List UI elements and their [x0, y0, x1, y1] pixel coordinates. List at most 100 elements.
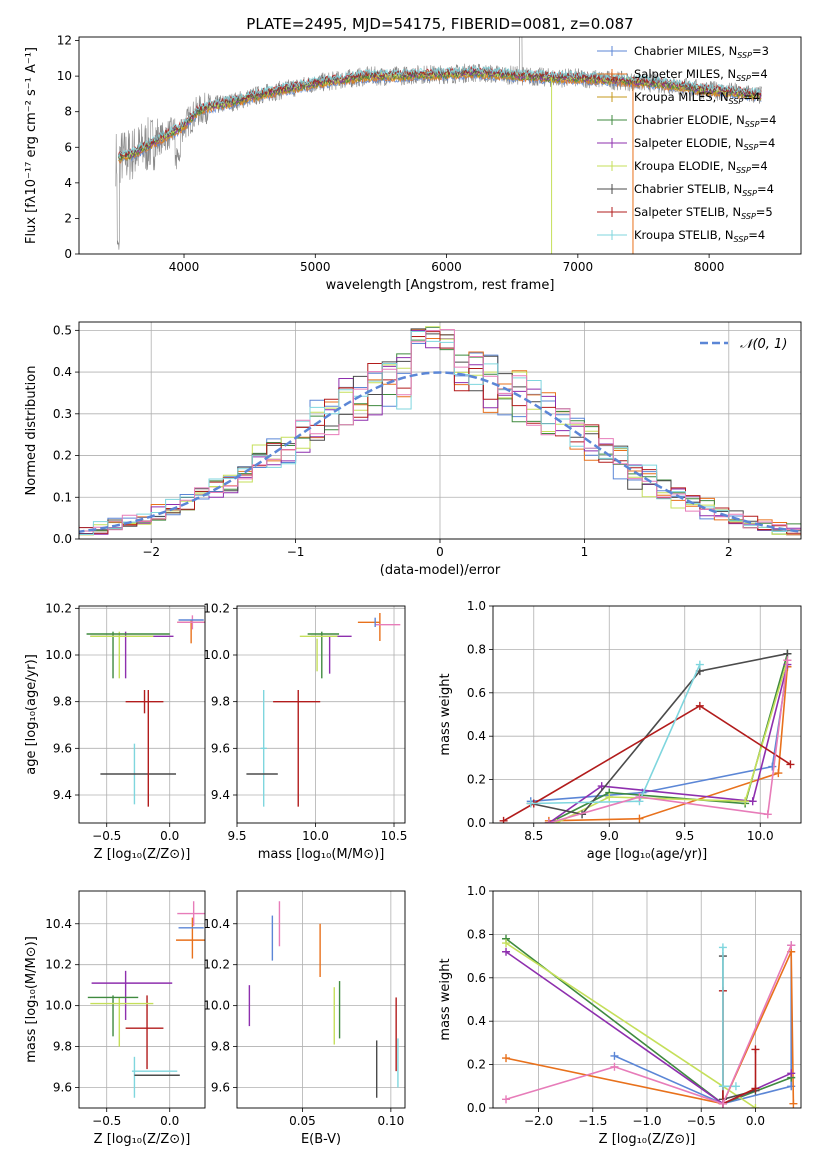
x-axis-label: E(B-V)	[301, 1132, 341, 1147]
axes-frame	[492, 605, 802, 824]
plot-area	[246, 613, 401, 807]
y-tick-label: 10.0	[45, 999, 72, 1013]
mass-weight-marker	[787, 941, 796, 950]
errorbar-point	[125, 690, 164, 714]
legend-label-text: Salpeter STELIB, N	[634, 205, 741, 219]
legend-label-value: =4	[751, 159, 768, 173]
mass-weight-marker	[544, 819, 553, 823]
plot-area	[86, 615, 205, 807]
legend-label-value: =5	[756, 205, 773, 219]
mass-weight-series-line	[548, 664, 789, 823]
y-axis-label: Normed distribution	[24, 366, 39, 496]
legend-label-text: Salpeter MILES, N	[634, 67, 736, 81]
legend-label: Salpeter STELIB, NSSP=5	[634, 205, 773, 221]
y-tick-label: 10	[57, 69, 72, 83]
legend-label-sub: SSP	[741, 212, 756, 221]
mass-weight-marker	[748, 797, 757, 806]
legend-label: Chabrier MILES, NSSP=3	[634, 44, 769, 60]
x-tick-label: 0.0	[160, 829, 179, 843]
mass-weight-marker	[751, 1104, 760, 1108]
mass-weight-marker	[635, 814, 644, 823]
x-tick-label: 0.0	[160, 1114, 179, 1128]
mass-weight-series-line	[614, 945, 792, 1105]
mass-weight-series-line	[530, 664, 701, 805]
y-tick-label: 0.4	[467, 729, 486, 743]
errorbar-point	[177, 615, 205, 630]
x-tick-label: 0.10	[377, 1114, 404, 1128]
mass-weight-series-line	[505, 944, 792, 1105]
mass-weight-marker	[768, 762, 777, 771]
mass-vs-extinction-panel: 0.05 0.10 9.6 9.8 10.0 10.2 10.4 E(B-V)	[203, 890, 406, 1147]
axes-frame	[78, 36, 802, 255]
mass-weight-marker	[526, 799, 535, 808]
y-tick-label: 0	[64, 247, 72, 261]
x-axis-label: Z [log₁₀(Z/Z⊙)]	[94, 847, 191, 862]
mass-weight-marker	[741, 797, 750, 806]
y-tick-label: 9.6	[211, 1081, 230, 1095]
y-tick-label: 0.2	[467, 773, 486, 787]
y-tick-label: 10.4	[203, 917, 230, 931]
mass-weight-marker	[718, 1099, 727, 1108]
y-tick-label: 0.0	[467, 1101, 486, 1115]
legend-label-text: Kroupa STELIB, N	[634, 228, 734, 242]
legend-label-sub: SSP	[744, 143, 759, 152]
x-tick-label: 0	[436, 545, 444, 559]
legend-label-text: Kroupa MILES, N	[634, 90, 729, 104]
legend-label-value: =4	[760, 113, 777, 127]
spectrum-panel: 4000 5000 6000 7000 8000 0 2 4 6 8 10 12 wavelength …	[24, 34, 802, 293]
legend-label: Salpeter MILES, NSSP=4	[634, 67, 768, 83]
y-tick-label: 2	[64, 211, 72, 225]
y-tick-label: 9.8	[211, 1040, 230, 1054]
axes-frame	[78, 605, 206, 824]
y-tick-label: 12	[57, 34, 72, 48]
mass-weight-marker	[610, 1051, 619, 1060]
mass-weight-marker	[610, 1062, 619, 1071]
axes-frame	[236, 605, 406, 824]
legend-label-value: =4	[751, 67, 768, 81]
x-tick-label: 8000	[694, 260, 725, 274]
mass-weight-series-line	[503, 704, 791, 822]
axes-frame	[78, 321, 802, 540]
x-axis-label: wavelength [Angstrom, rest frame]	[326, 278, 555, 293]
legend-label-sub: SSP	[745, 120, 760, 129]
plot-area	[248, 901, 399, 1098]
y-tick-label: 0.4	[467, 1014, 486, 1028]
legend-label-sub: SSP	[729, 97, 744, 106]
y-tick-label: 0.3	[53, 407, 72, 421]
y-tick-label: 10.0	[203, 999, 230, 1013]
y-tick-label: 8	[64, 105, 72, 119]
y-tick-label: 0.6	[467, 971, 486, 985]
mass-weight-series-line	[530, 666, 789, 803]
mass-weight-marker	[635, 792, 644, 801]
normal-distribution-curve	[79, 371, 801, 533]
y-tick-label: 0.1	[53, 490, 72, 504]
y-tick-label: 9.8	[53, 695, 72, 709]
x-tick-label: 1	[581, 545, 589, 559]
y-tick-label: 0.6	[467, 686, 486, 700]
axes-frame	[492, 890, 802, 1109]
mass-weight-marker	[502, 1095, 511, 1104]
legend-label: Salpeter ELODIE, NSSP=4	[634, 136, 775, 152]
mass-weight-marker	[789, 1099, 798, 1108]
x-tick-label: 8.5	[524, 829, 543, 843]
y-tick-label: 1.0	[467, 599, 486, 613]
legend-label: 𝒩(0, 1)	[740, 337, 787, 352]
y-tick-label: 9.8	[53, 1040, 72, 1054]
residual-histogram-panel: −2 −1 0 1 2 0.0 0.1 0.2 0.3 0.4 0.5 (data-model)/er…	[24, 321, 802, 578]
y-tick-label: 0.5	[53, 323, 72, 337]
x-tick-label: −2.0	[524, 1114, 553, 1128]
x-tick-label: 10.5	[381, 829, 408, 843]
mass-weight-series-line	[505, 951, 792, 1105]
figure-title: PLATE=2495, MJD=54175, FIBERID=0081, z=0…	[246, 15, 633, 33]
x-tick-label: −0.5	[687, 1114, 716, 1128]
x-tick-label: −0.5	[92, 1114, 121, 1128]
x-tick-label: 5000	[300, 260, 331, 274]
mass-weight-marker	[774, 769, 783, 778]
x-tick-label: −2	[142, 545, 160, 559]
y-tick-label: 9.6	[211, 741, 230, 755]
y-tick-label: 10.4	[45, 917, 72, 931]
x-tick-label: 10.0	[747, 829, 774, 843]
x-axis-label: mass [log₁₀(M/M⊙)]	[258, 847, 385, 862]
y-tick-label: 10.0	[203, 648, 230, 662]
y-tick-label: 0.0	[53, 532, 72, 546]
